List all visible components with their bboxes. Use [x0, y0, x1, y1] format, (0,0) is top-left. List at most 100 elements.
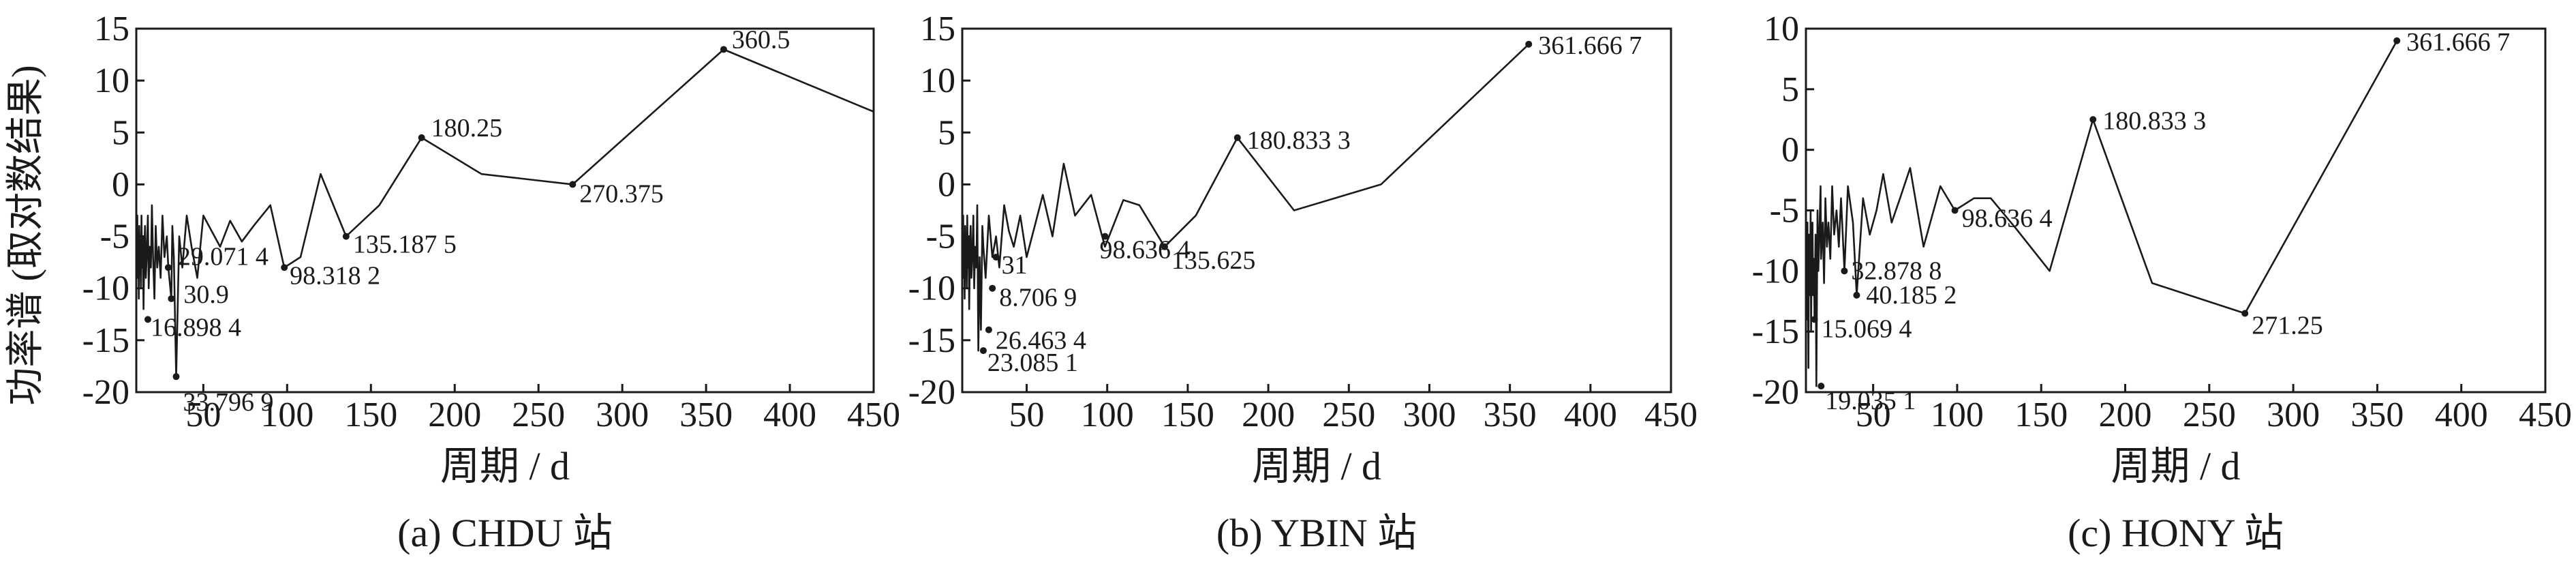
y-tick-label: 0	[1781, 131, 1799, 170]
peak-point	[164, 264, 172, 271]
peak-label: 30.9	[183, 280, 229, 309]
figure-ylabel: 功率谱 (取对数结果)	[5, 65, 47, 405]
chart-panel-3: 50 100 150 200 250 300 350 400 4501050-5-10-15-2…	[1752, 10, 2572, 555]
peak-point	[281, 264, 288, 271]
peak-point	[144, 316, 151, 323]
y-tick-label: -5	[926, 218, 955, 256]
peak-label: 40.185 2	[1866, 281, 1957, 310]
chart-panel-2: 50 100 150 200 250 300 350 400 450151050-5-10-15…	[908, 10, 1698, 555]
peak-point	[992, 254, 1000, 261]
x-tick-label: 50	[1009, 396, 1045, 434]
x-tick-label: 300	[596, 396, 649, 434]
x-tick-label: 200	[2099, 396, 2152, 434]
peak-label: 32.878 8	[1851, 256, 1942, 285]
peak-point	[1233, 134, 1241, 141]
panel-caption: (b) YBIN 站	[1216, 511, 1417, 555]
peak-label: 271.25	[2252, 312, 2323, 340]
x-axis-label: 周期 / d	[440, 444, 570, 488]
y-tick-label: -5	[100, 218, 129, 256]
chart-panel-1: 50 100 150 200 250 300 350 400 450151050-5-10-15…	[82, 10, 900, 555]
peak-label: 16.898 4	[151, 313, 241, 342]
peak-point	[2241, 310, 2249, 317]
y-tick-label: 0	[938, 165, 955, 204]
plot-frame	[135, 27, 875, 394]
peak-point	[720, 46, 727, 53]
y-tick-label: 15	[94, 10, 129, 48]
y-tick-label: -15	[1752, 312, 1799, 351]
y-tick-label: 10	[1764, 10, 1799, 48]
peak-point	[1951, 207, 1959, 214]
peak-label: 180.833 3	[1247, 126, 1351, 155]
x-tick-label: 50	[1856, 396, 1891, 434]
peak-point	[979, 347, 987, 355]
peak-point	[985, 326, 992, 333]
power-spectrum-line	[136, 48, 874, 378]
x-tick-label: 400	[1564, 396, 1617, 434]
x-tick-label: 250	[512, 396, 565, 434]
peak-point	[342, 233, 350, 240]
x-tick-label: 300	[1402, 396, 1456, 434]
x-tick-label: 100	[1081, 396, 1134, 434]
y-tick-label: -20	[908, 373, 955, 412]
power-spectrum-line	[962, 43, 1530, 352]
x-tick-label: 150	[344, 396, 397, 434]
x-axis-label: 周期 / d	[1252, 444, 1381, 488]
x-axis-label: 周期 / d	[2111, 444, 2240, 488]
peak-label: 180.25	[431, 114, 503, 143]
x-tick-label: 200	[428, 396, 481, 434]
x-tick-label: 150	[1161, 396, 1214, 434]
y-tick-label: 10	[920, 61, 955, 100]
y-tick-label: -5	[1770, 192, 1799, 231]
x-tick-label: 300	[2267, 396, 2320, 434]
power-spectrum-line	[1805, 40, 2398, 387]
peak-label: 360.5	[732, 25, 791, 54]
plot-frame	[961, 27, 1672, 394]
peak-label: 29.071 4	[178, 242, 269, 271]
peak-label: 26.463 4	[996, 327, 1086, 355]
peak-label: 23.085 1	[987, 348, 1078, 377]
y-tick-label: -10	[908, 269, 955, 308]
y-tick-label: 0	[112, 165, 129, 204]
peak-label: 135.187 5	[353, 231, 457, 259]
x-tick-label: 400	[2435, 396, 2488, 434]
peak-point	[1525, 40, 1533, 48]
peak-point	[418, 134, 425, 141]
peak-label: 98.636 4	[1100, 236, 1191, 265]
peak-label: 19.035 1	[1825, 387, 1916, 415]
peak-label: 33.796 9	[183, 388, 274, 417]
panel-caption: (a) CHDU 站	[397, 511, 613, 555]
peak-point	[1161, 243, 1168, 250]
y-tick-label: 15	[920, 10, 955, 48]
peak-point	[1811, 316, 1818, 323]
x-tick-label: 200	[1242, 396, 1295, 434]
y-tick-label: -10	[1752, 252, 1799, 291]
peak-point	[1853, 291, 1860, 299]
y-tick-label: -20	[82, 373, 129, 412]
x-tick-label: 100	[1931, 396, 1984, 434]
peak-point	[1818, 383, 1825, 390]
y-tick-label: 5	[1781, 70, 1799, 109]
y-tick-label: -10	[82, 269, 129, 308]
x-tick-label: 450	[847, 396, 900, 434]
y-tick-label: 10	[94, 61, 129, 100]
peak-point	[2393, 37, 2401, 44]
peak-label: 98.636 4	[1962, 205, 2053, 233]
x-tick-label: 350	[2350, 396, 2404, 434]
x-tick-label: 150	[2014, 396, 2068, 434]
peak-point	[168, 295, 175, 302]
y-tick-label: -20	[1752, 373, 1799, 412]
x-tick-label: 50	[185, 396, 221, 434]
peak-label: 8.706 9	[999, 284, 1077, 312]
peak-label: 15.069 4	[1822, 314, 1912, 343]
x-tick-label: 400	[763, 396, 816, 434]
peak-point	[172, 373, 180, 381]
peak-label: 361.666 7	[1538, 31, 1642, 60]
peak-label: 31	[1002, 251, 1028, 280]
peak-label: 135.625	[1171, 246, 1256, 275]
y-tick-label: -15	[908, 321, 955, 360]
peak-point	[2089, 116, 2097, 123]
x-tick-label: 250	[1322, 396, 1375, 434]
peak-label: 98.318 2	[290, 261, 380, 290]
y-tick-label: -15	[82, 321, 129, 360]
